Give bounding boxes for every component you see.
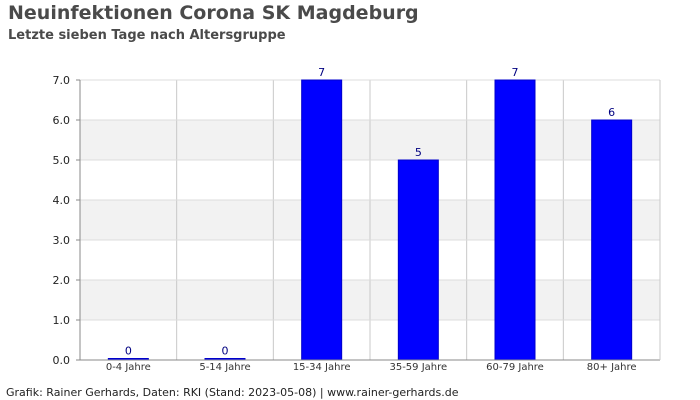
data-label: 7 <box>318 66 325 79</box>
y-tick-label: 7.0 <box>53 74 71 87</box>
x-tick-label: 0-4 Jahre <box>106 362 151 373</box>
y-tick-label: 6.0 <box>53 114 71 127</box>
x-tick-label: 35-59 Jahre <box>389 362 447 373</box>
y-tick-label: 2.0 <box>53 274 71 287</box>
bar <box>397 159 439 361</box>
bars <box>107 79 633 361</box>
y-tick-label: 5.0 <box>53 154 71 167</box>
bar <box>301 79 343 361</box>
vertical-gridlines <box>176 80 564 360</box>
chart-subtitle: Letzte sieben Tage nach Altersgruppe <box>8 28 286 43</box>
footer-credit: Grafik: Rainer Gerhards, Daten: RKI (Sta… <box>6 386 459 399</box>
data-label: 0 <box>125 345 132 358</box>
bar <box>494 79 536 361</box>
y-tick-label: 3.0 <box>53 234 71 247</box>
data-labels: 0 0 7 5 7 6 <box>125 66 615 358</box>
x-tick-label: 60-79 Jahre <box>486 362 544 373</box>
x-tick-labels: 0-4 Jahre 5-14 Jahre 15-34 Jahre 35-59 Jahr… <box>106 362 637 373</box>
data-label: 0 <box>222 345 229 358</box>
y-tick-label: 4.0 <box>53 194 71 207</box>
data-label: 5 <box>415 146 422 159</box>
x-tick-label: 15-34 Jahre <box>293 362 351 373</box>
y-tick-labels: 0.0 1.0 2.0 3.0 4.0 5.0 6.0 7.0 <box>53 74 71 367</box>
y-tick-label: 1.0 <box>53 314 71 327</box>
data-label: 7 <box>512 66 519 79</box>
chart-title: Neuinfektionen Corona SK Magdeburg <box>8 2 419 24</box>
data-label: 6 <box>608 106 615 119</box>
x-tick-label: 80+ Jahre <box>587 362 637 373</box>
y-tick-label: 0.0 <box>53 354 71 367</box>
x-tick-label: 5-14 Jahre <box>199 362 250 373</box>
bar <box>591 119 633 361</box>
axes <box>76 79 661 361</box>
